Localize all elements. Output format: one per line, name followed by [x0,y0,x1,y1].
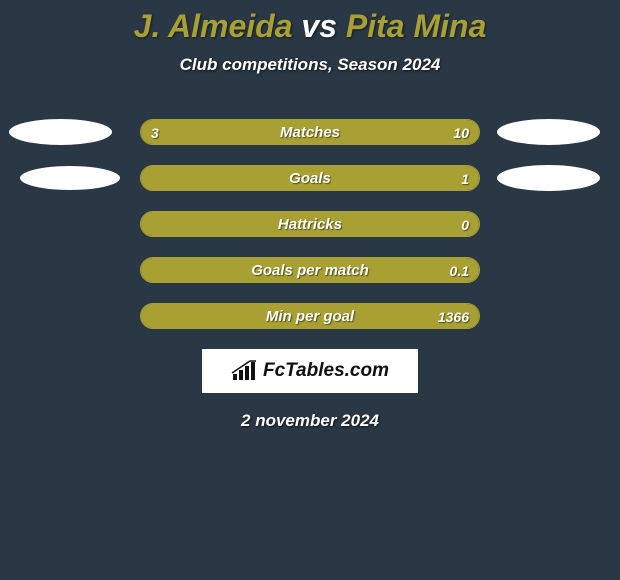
stat-right-value: 1 [461,166,469,191]
subtitle: Club competitions, Season 2024 [0,55,620,75]
stat-label: Hattricks [141,212,479,237]
player2-badge-icon [497,165,600,191]
logo-text: FcTables.com [263,360,389,382]
stat-row-min-per-goal: Min per goal 1366 [0,303,620,329]
stat-label: Goals per match [141,258,479,283]
vs-text: vs [301,8,337,44]
stat-row-matches: 3 Matches 10 [0,119,620,145]
fctables-logo: FcTables.com [202,349,418,393]
bar-track: 3 Matches 10 [140,119,480,145]
stat-right-value: 10 [453,120,469,145]
player2-name: Pita Mina [346,8,486,44]
stat-row-goals: Goals 1 [0,165,620,191]
stat-row-hattricks: Hattricks 0 [0,211,620,237]
stat-label: Min per goal [141,304,479,329]
stats-chart: 3 Matches 10 Goals 1 Hattricks 0 Goals p… [0,119,620,329]
player1-badge-icon [9,119,112,145]
stat-label: Goals [141,166,479,191]
player1-name: J. Almeida [134,8,293,44]
footer-date: 2 november 2024 [0,411,620,431]
comparison-title: J. Almeida vs Pita Mina [0,0,620,45]
stat-right-value: 0.1 [450,258,469,283]
bar-track: Hattricks 0 [140,211,480,237]
stat-right-value: 1366 [438,304,469,329]
logo-chart-icon [231,360,259,382]
stat-right-value: 0 [461,212,469,237]
bar-track: Goals per match 0.1 [140,257,480,283]
bar-track: Min per goal 1366 [140,303,480,329]
stat-label: Matches [141,120,479,145]
player1-badge-icon [20,166,120,190]
bar-track: Goals 1 [140,165,480,191]
player2-badge-icon [497,119,600,145]
stat-row-goals-per-match: Goals per match 0.1 [0,257,620,283]
